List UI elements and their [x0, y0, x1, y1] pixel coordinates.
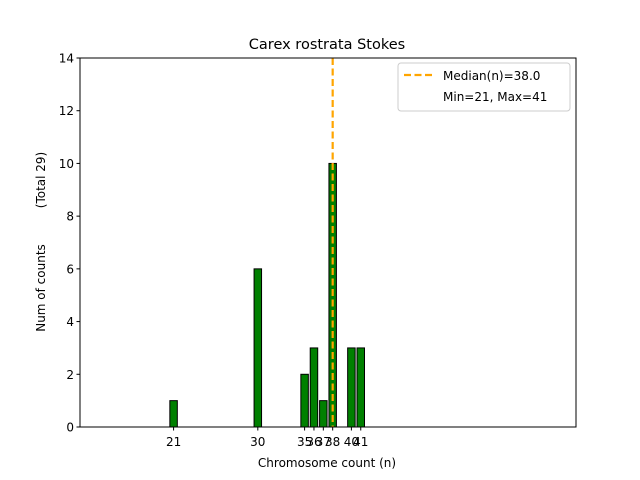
legend-entry-median: Median(n)=38.0 — [443, 69, 540, 83]
chart-title: Carex rostrata Stokes — [249, 37, 405, 53]
bar-n-21 — [169, 400, 178, 428]
x-tick-label: 37 — [316, 435, 331, 449]
x-tick-label: 21 — [166, 435, 181, 449]
y-tick-label: 6 — [66, 262, 74, 276]
y-tick-label: 4 — [66, 315, 74, 329]
x-axis-title: Chromosome count (n) — [258, 456, 396, 470]
y-axis-total: (Total 29) — [34, 152, 48, 208]
bar-n-36 — [309, 347, 319, 428]
y-tick-label: 10 — [59, 157, 74, 171]
bar-n-41 — [356, 347, 365, 428]
y-axis-title: Num of counts — [34, 244, 48, 332]
x-tick-label: 30 — [250, 435, 265, 449]
y-tick-label: 0 — [66, 421, 74, 435]
legend-box — [397, 62, 571, 112]
bar-n-30 — [253, 268, 263, 428]
x-tick-label: 41 — [353, 435, 368, 449]
bar-n-40 — [347, 347, 356, 428]
y-ticks: 0 2 4 6 8 10 12 14 — [59, 52, 80, 435]
x-tick-label: 40 — [344, 435, 359, 449]
x-tick-label: 36 — [306, 435, 321, 449]
x-tick-label: 35 — [297, 435, 312, 449]
x-tick-label: 38 — [325, 435, 340, 449]
plot-area — [80, 58, 576, 427]
y-tick-label: 12 — [59, 104, 74, 118]
legend-entry-range: Min=21, Max=41 — [443, 90, 547, 104]
legend: Median(n)=38.0 Min=21, Max=41 — [397, 62, 571, 112]
bar-n-35 — [300, 373, 309, 428]
bar-n-37 — [319, 400, 328, 428]
y-tick-label: 8 — [66, 210, 74, 224]
y-tick-label: 14 — [59, 52, 74, 66]
y-tick-label: 2 — [66, 368, 74, 382]
plot-frame — [79, 57, 577, 428]
